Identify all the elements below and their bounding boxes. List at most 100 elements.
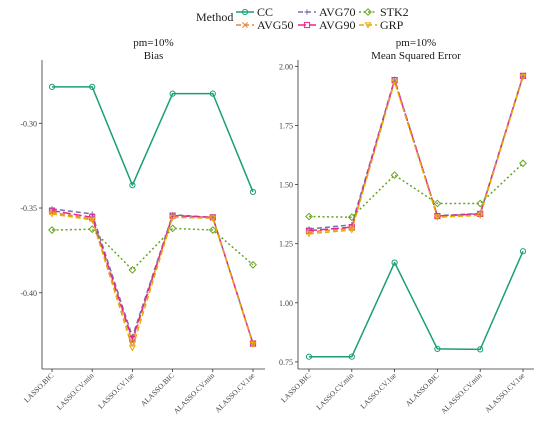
legend-key-marker [364,22,372,29]
series-line [51,209,254,344]
data-point [519,159,527,168]
legend-title: Method [196,10,233,24]
legend-item-grp: GRP [359,18,404,32]
y-tick-label: 1.00 [279,299,293,308]
series-line [308,76,524,230]
y-tick-label: 1.75 [279,121,293,130]
legend-item-avg70: AVG70 [298,5,355,19]
legend-item-stk2: STK2 [359,5,409,19]
data-point [208,226,217,234]
x-tick-label: LASSO.CV.1se [96,371,136,411]
data-point [519,74,527,81]
legend-key-marker [364,8,372,16]
data-point [476,199,485,208]
data-point [476,212,484,219]
x-tick-label: LASSO.BIC [22,371,55,404]
x-tick-label: ALASSO.BIC [404,371,441,408]
data-point [249,341,257,349]
legend-label-cc: CC [257,5,273,19]
x-tick-label: ALASSO.CV.1se [483,371,527,415]
panel-title: pm=10% [396,37,436,49]
legend-item-cc: CC [236,5,273,19]
legend-label-grp: GRP [380,18,404,32]
legend-key-marker [241,8,249,16]
x-tick-label: ALASSO.CV.min [172,371,217,416]
legend-label-stk2: STK2 [380,5,409,19]
series-line [308,76,524,235]
data-point [129,336,136,343]
data-point [249,188,257,196]
panel-subtitle: Mean Squared Error [371,50,461,62]
legend-key-marker [303,21,311,29]
series-cc [48,83,257,196]
legend-key-marker [242,22,248,28]
x-tick-label: LASSO.CV.min [55,371,96,412]
data-point [305,212,313,221]
data-point [169,214,177,221]
series-avg90 [305,72,527,234]
data-point [89,83,96,90]
data-point [128,265,137,274]
data-point [433,199,442,208]
series-stk2 [305,159,527,222]
data-point [305,231,313,238]
data-point [209,90,216,97]
y-tick-label: 0.75 [279,358,293,367]
series-stk2 [48,224,257,274]
data-point [48,83,56,90]
x-tick-label: LASSO.CV.min [314,371,355,412]
data-point [129,182,136,189]
data-point [48,226,56,234]
y-tick-label: 2.00 [279,62,293,71]
data-point [348,227,356,234]
x-tick-label: LASSO.BIC [279,371,312,404]
series-grp [48,211,257,352]
x-tick-label: ALASSO.CV.1se [213,371,257,415]
data-point [209,215,217,222]
panel-subtitle: Bias [144,50,164,62]
data-point [348,353,355,360]
data-point [89,211,95,217]
data-point [88,217,96,224]
legend-label-avg50: AVG50 [257,18,293,32]
x-tick-label: ALASSO.BIC [139,371,176,408]
data-point [391,259,398,266]
legend-label-avg70: AVG70 [319,5,355,19]
panel-title: pm=10% [133,37,173,49]
data-point [249,260,257,269]
series-cc [305,248,527,360]
series-line [51,227,254,271]
data-point [306,226,312,232]
y-tick-label: -0.40 [20,289,37,298]
data-point [391,79,399,86]
data-point [48,211,56,218]
series-line [308,75,524,232]
y-tick-label: 1.25 [279,240,293,249]
series-line [51,213,254,349]
data-point [477,346,484,353]
x-tick-label: LASSO.CV.1se [358,371,398,411]
series-line [309,250,524,358]
data-point [433,214,441,221]
series-line [52,86,254,193]
legend-key-marker [304,9,310,15]
data-point [305,353,313,360]
y-tick-label: 1.50 [279,181,293,190]
panel-mean-squared-error: pm=10%Mean Squared Error 0.75 1.00 1.25 1.50… [279,37,534,416]
legend-item-avg50: AVG50 [236,18,293,32]
data-point [347,213,356,222]
data-point [128,345,136,352]
data-point [390,171,399,180]
x-tick-label: ALASSO.CV.min [439,371,484,416]
legend-item-avg90: AVG90 [298,18,355,32]
series-line [308,75,524,233]
series-line [308,162,524,218]
series-avg90 [48,207,257,347]
data-point [519,248,527,255]
series-avg70 [306,73,526,232]
y-tick-label: -0.30 [20,119,37,128]
series-avg50 [306,72,526,235]
